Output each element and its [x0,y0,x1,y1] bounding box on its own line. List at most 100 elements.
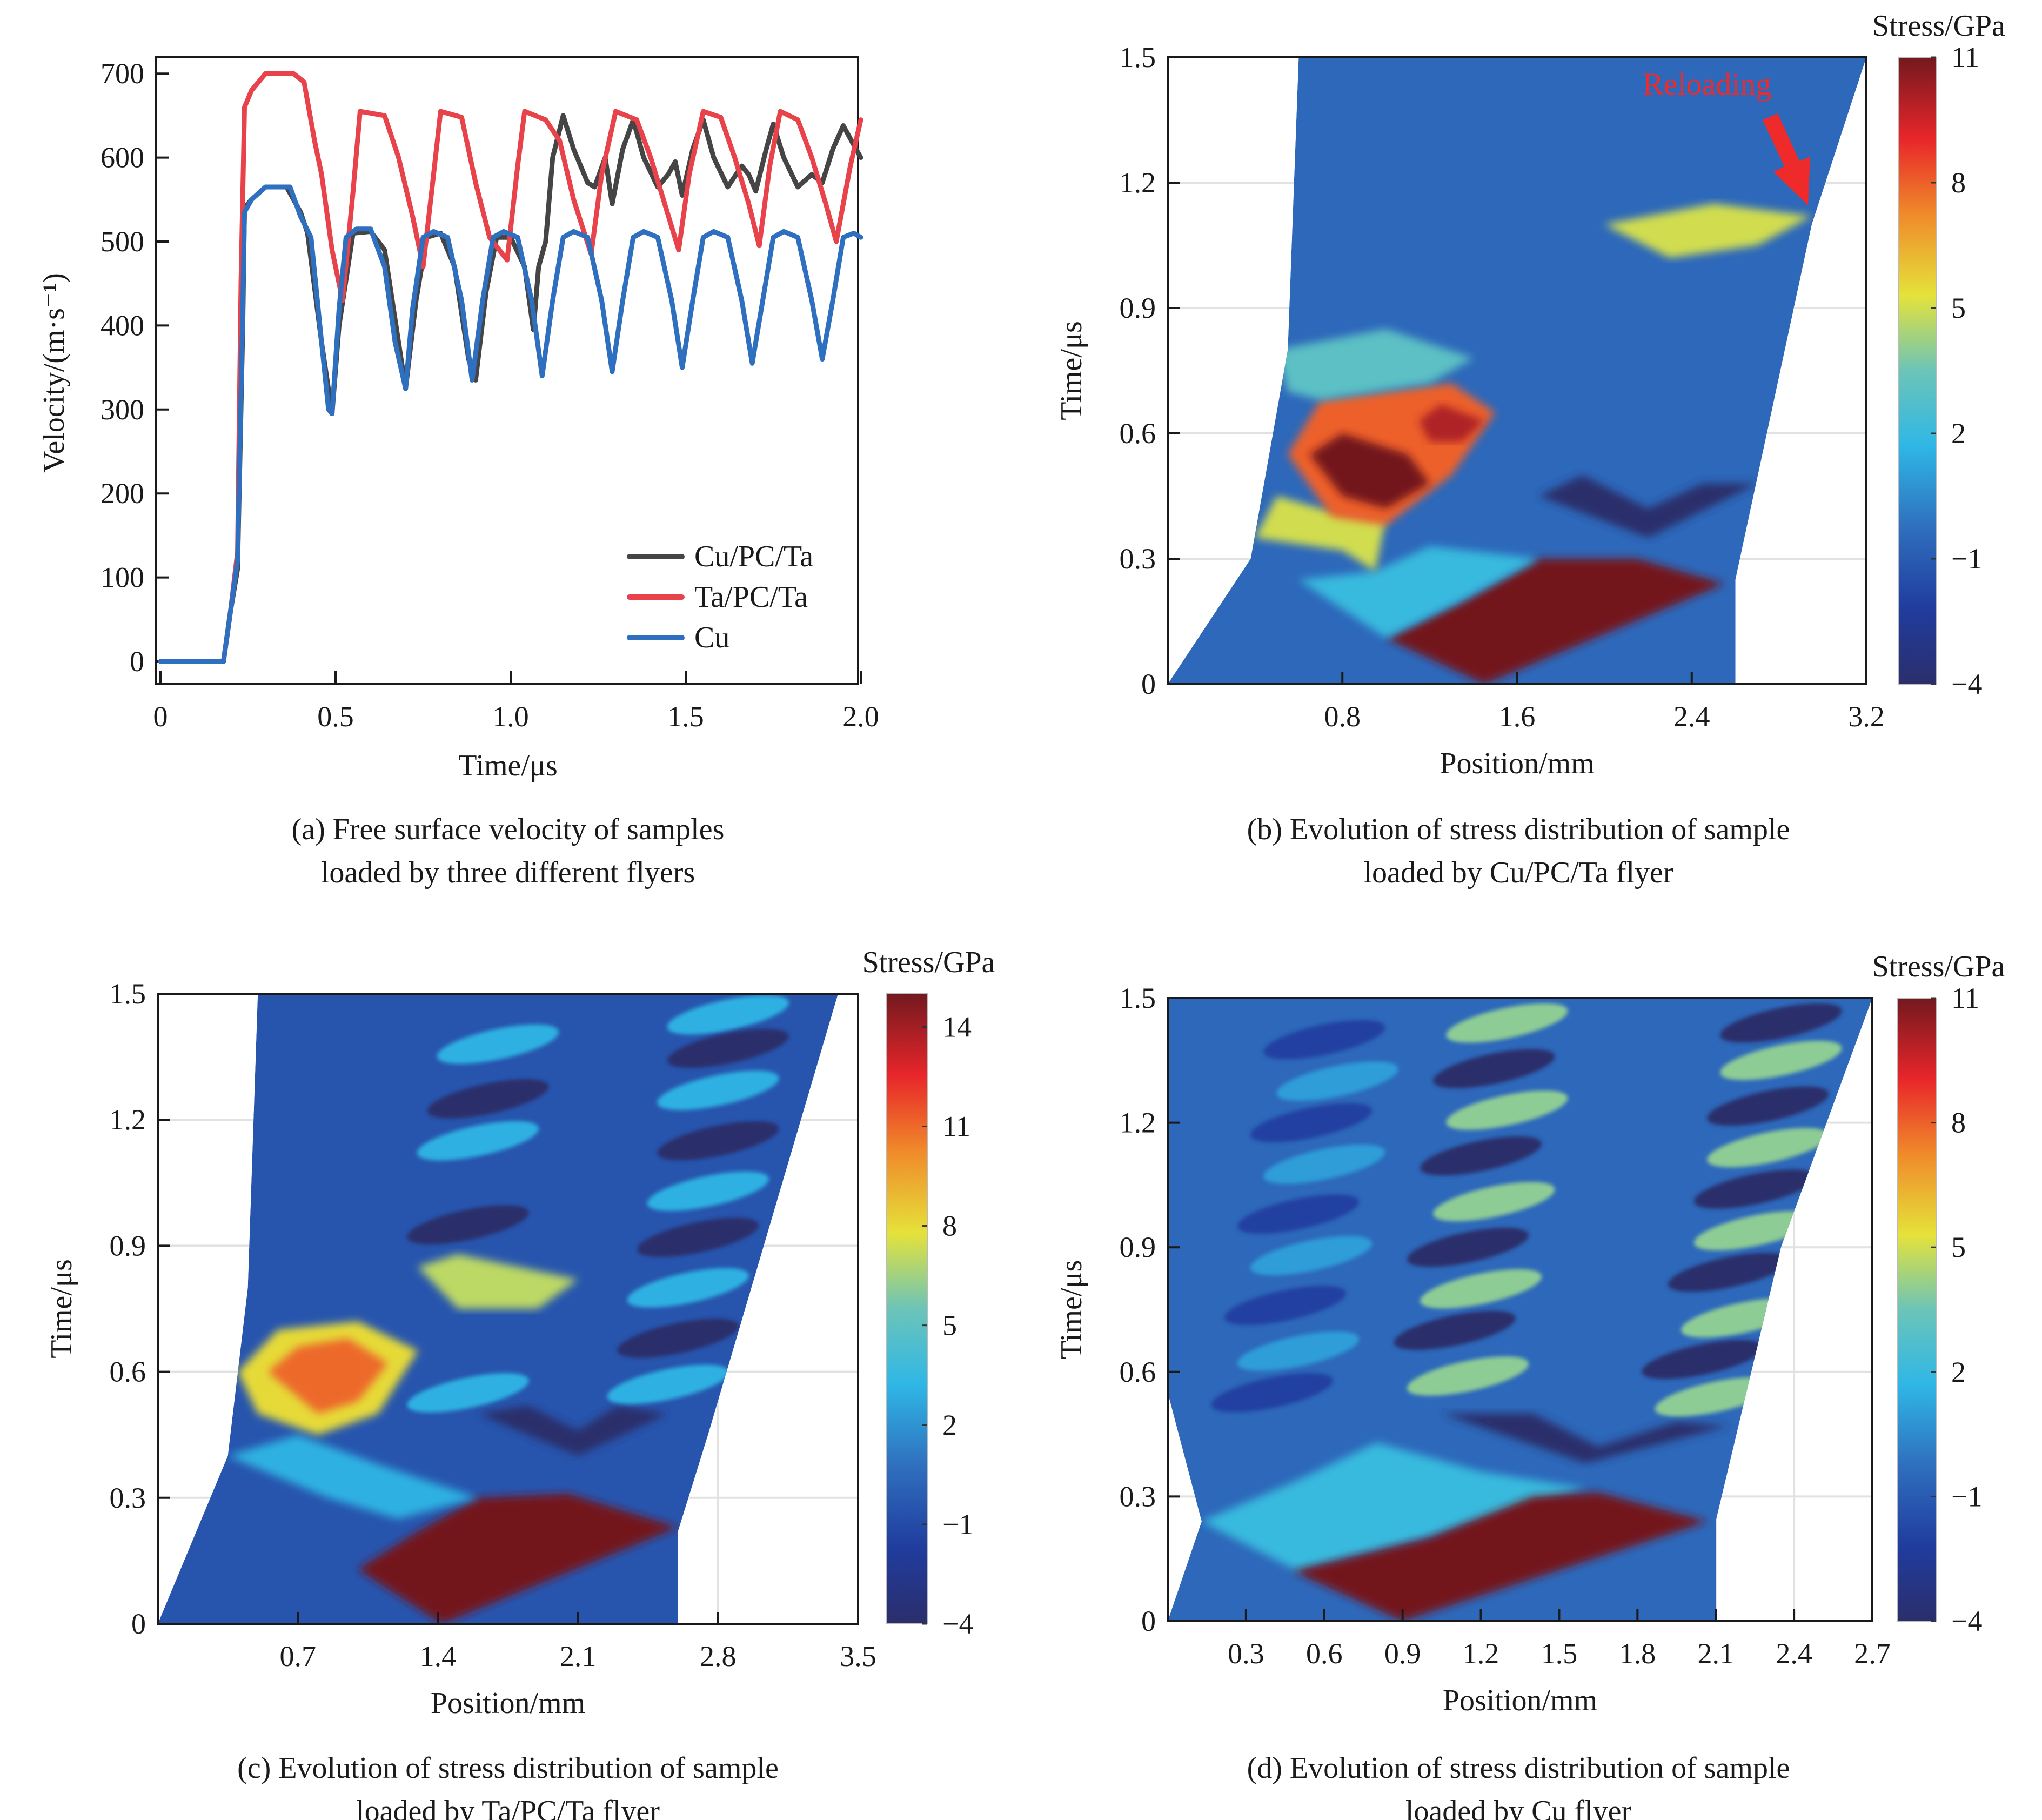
y-tick-label: 400 [101,309,144,342]
stress-stripe [1446,1003,1568,1043]
stress-stripe [1668,1252,1790,1292]
caption-line: loaded by three different flyers [321,856,695,889]
y-tick-label: 700 [101,57,144,90]
y-tick-label: 0 [1141,1605,1156,1637]
stress-stripe [1263,1020,1385,1060]
x-tick-label: 2.7 [1854,1637,1891,1670]
y-tick-label: 1.2 [110,1103,146,1136]
stress-region-transmitted-wave [1201,1442,1585,1571]
y-tick-label: 1.5 [110,978,146,1010]
y-tick-label: 0.9 [1120,292,1156,324]
stress-region-transmitted-wave [1298,546,1539,638]
stress-stripe [1407,1356,1529,1396]
stress-stripe [667,995,789,1035]
caption-line: (d) Evolution of stress distribution of … [1247,1751,1790,1785]
panel-a: 0 100 200 300 400 500 600 700 0 0.5 1.0 1.5 2.0 Cu/PC… [37,56,879,889]
colorbar-tick-label: 5 [1951,1231,1966,1263]
heatmap-area [1168,57,1866,684]
x-axis-title: Position/mm [1440,747,1594,780]
colorbar-tick-label: 2 [1951,417,1966,450]
colorbar-tick-label: −4 [1951,668,1982,700]
stress-region-peak-2 [1418,404,1484,442]
x-tick-label: 3.5 [840,1640,876,1672]
colorbar-tick-label: 11 [1951,41,1979,73]
stress-stripe [437,1024,559,1064]
colorbar [1898,57,1937,685]
colorbar-title: Stress/GPa [1872,950,2005,983]
y-tick-label: 0.6 [1120,1356,1156,1388]
y-tick-label: 0.3 [1120,543,1156,575]
stress-region-transmitted-wave [227,1435,478,1519]
stress-region-spall-zone [1277,329,1474,400]
stress-stripe [407,1373,529,1413]
x-axis-title: Time/μs [458,749,558,782]
series-line-ta-pc-ta [158,71,863,664]
stress-stripe [427,1079,549,1119]
stress-stripe [637,1217,759,1257]
y-tick-label: 200 [101,477,144,510]
y-tick-label: 100 [101,561,144,594]
reloading-annotation: Reloading [1643,66,1771,102]
panel-b: 0 0.3 0.6 0.9 1.2 1.5 0.8 1.6 2.4 3.2 Position/mm T… [1055,9,2005,889]
y-tick-label: 0 [1141,668,1156,700]
stress-region-tension-band [1538,475,1757,538]
y-tick-label: 0 [131,1608,146,1640]
stress-stripe [1707,1086,1829,1126]
colorbar-tick-label: 11 [942,1110,970,1142]
y-tick-label: 600 [101,142,144,174]
stress-stripe [1694,1169,1816,1209]
plot-frame [157,993,859,1625]
colorbar-tick-label: −1 [1951,1480,1982,1513]
y-tick-label: 500 [101,225,144,258]
legend-label: Cu [694,621,729,654]
x-tick-label: 2.4 [1673,700,1710,733]
colorbar-tick-label: −4 [942,1608,973,1640]
stress-region-peak-zone [267,1338,388,1414]
stress-stripe [1237,1331,1360,1371]
x-tick-label: 0.6 [1306,1637,1343,1670]
stress-stripe [1720,1040,1842,1080]
x-tick-label: 0.9 [1384,1637,1421,1670]
x-tick-label: 1.0 [492,700,529,733]
plot-frame [155,56,859,685]
x-tick-label: 2.1 [560,1640,597,1672]
x-tick-label: 2.4 [1776,1637,1812,1670]
x-axis-title: Position/mm [1443,1684,1597,1717]
stress-stripe [617,1319,739,1358]
y-tick-label: 0 [130,645,144,678]
stress-stripe [1720,1003,1842,1043]
colorbar [886,993,928,1624]
stress-region-tension-band [1442,1413,1729,1463]
x-tick-label: 1.4 [420,1640,457,1672]
stress-stripe [417,1121,539,1161]
stress-stripe [1655,1377,1777,1417]
y-tick-label: 0.3 [1120,1480,1156,1513]
colorbar-tick-label: −1 [1951,543,1982,575]
stress-stripe [1263,1145,1385,1184]
panel-d: 0 0.3 0.6 0.9 1.2 1.5 0.3 0.6 0.9 1.2 1.5 1.8 2.1 2.4… [1055,950,2005,1820]
colorbar-tick-label: 14 [942,1011,972,1043]
y-tick-label: 0.9 [1120,1231,1156,1263]
stress-stripe [1420,1136,1542,1176]
stress-stripe [1420,1269,1542,1309]
colorbar-tick-label: −4 [1951,1605,1982,1637]
colorbar-tick-label: 11 [1951,982,1979,1014]
stress-stripe [1250,1103,1373,1142]
y-tick-label: 0.6 [1120,417,1156,450]
x-axis-title: Position/mm [431,1687,585,1720]
x-tick-label: 0 [153,700,168,733]
y-tick-label: 1.2 [1120,166,1156,199]
stress-stripe [1224,1286,1346,1326]
x-tick-label: 0.5 [317,700,354,733]
y-axis-title: Time/μs [45,1259,78,1359]
stress-stripe [1394,1310,1516,1350]
y-tick-label: 0.3 [110,1482,146,1514]
x-tick-label: 1.5 [1541,1637,1578,1670]
series-line-cu [158,184,863,664]
stress-stripe [1276,1061,1398,1101]
stress-stripe [1707,1128,1829,1168]
stress-stripe [1237,1194,1360,1234]
y-tick-label: 300 [101,393,144,426]
sample-domain [1168,57,1866,684]
